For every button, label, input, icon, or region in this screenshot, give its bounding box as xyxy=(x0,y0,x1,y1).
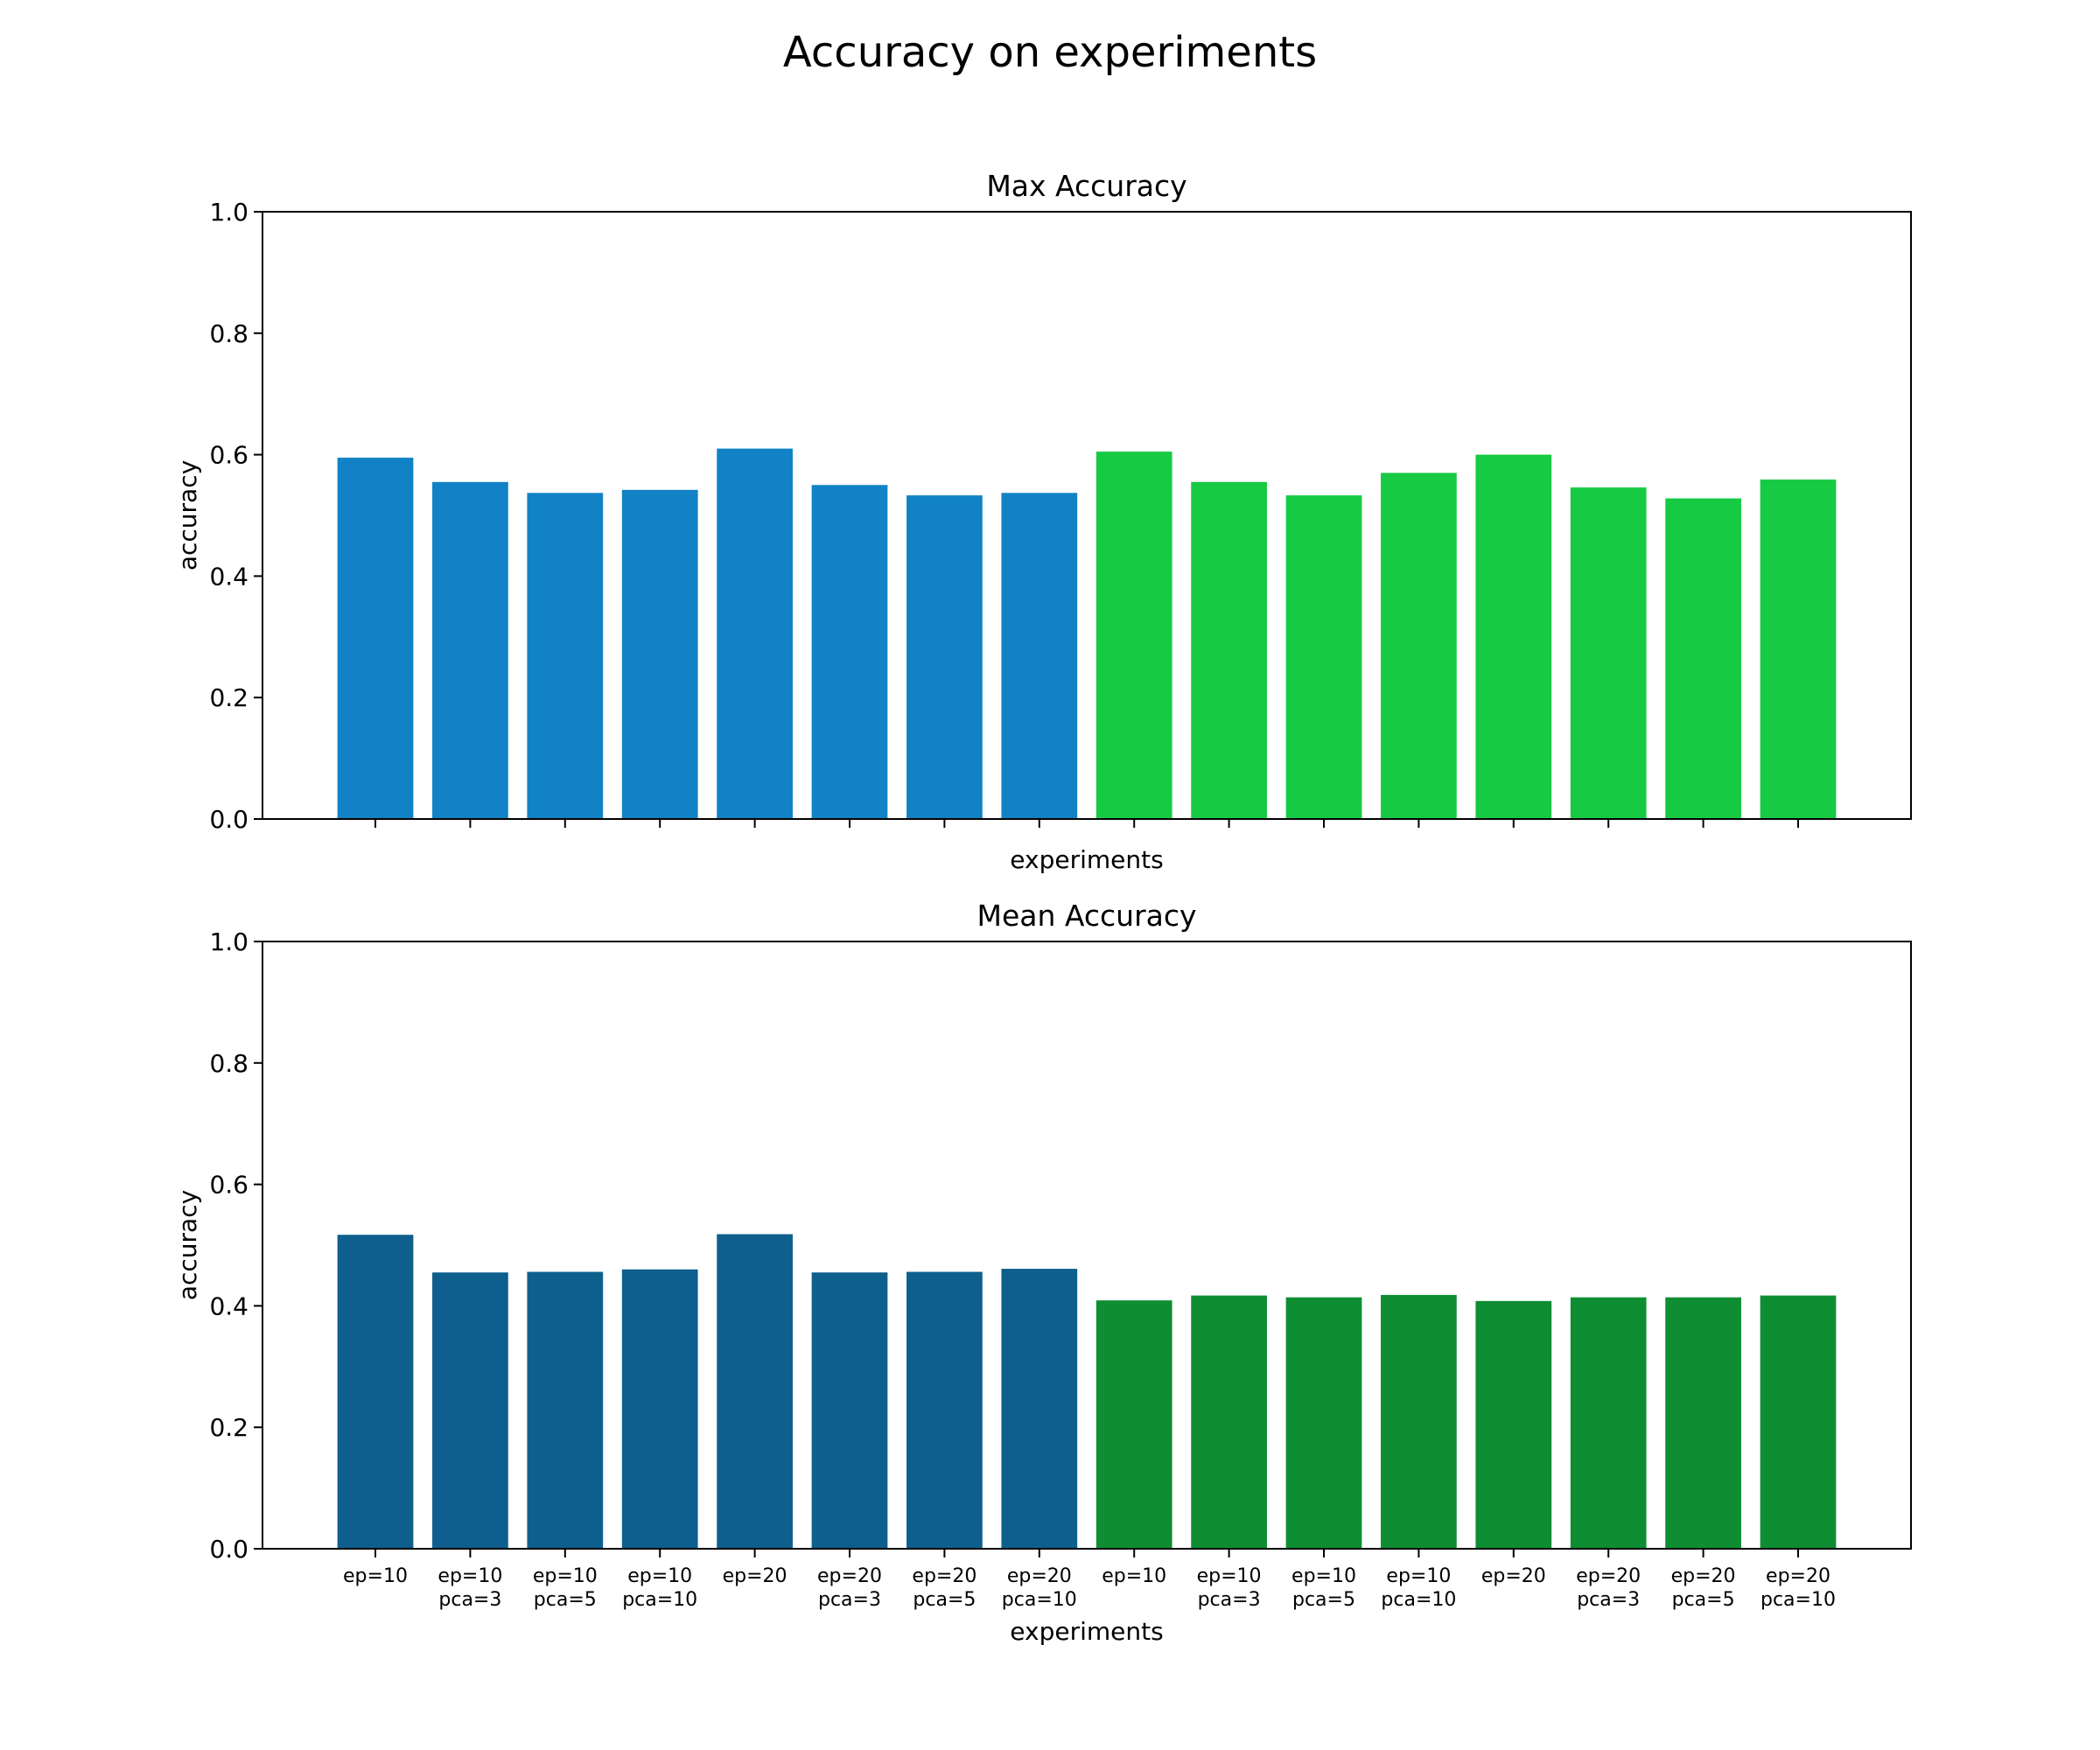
bar-mean-16 xyxy=(1760,1295,1837,1549)
bar-mean-10 xyxy=(1191,1295,1267,1549)
bar-mean-14 xyxy=(1570,1297,1647,1549)
ytick-label: 1.0 xyxy=(209,198,248,227)
xtick-label: ep=10 xyxy=(533,1565,598,1587)
xtick-label: ep=10 xyxy=(627,1565,692,1587)
axes-frame-max xyxy=(262,211,1912,820)
bar-max-4 xyxy=(621,489,698,819)
ytick-label: 0.2 xyxy=(209,683,248,712)
xtick-label: ep=10 xyxy=(343,1565,408,1587)
y-axis-label-max: accuracy xyxy=(173,460,202,570)
bar-mean-4 xyxy=(621,1269,698,1549)
xtick-label: ep=20 xyxy=(1007,1565,1072,1587)
xtick-label: pca=5 xyxy=(1292,1589,1355,1611)
ytick-label: 0.6 xyxy=(209,441,248,470)
xtick-label: pca=3 xyxy=(1198,1589,1261,1611)
subplot-title-max: Max Accuracy xyxy=(986,169,1186,203)
xtick-label: pca=10 xyxy=(622,1589,697,1611)
xtick-label: ep=10 xyxy=(1292,1565,1356,1587)
xtick-label: ep=20 xyxy=(1766,1565,1830,1587)
bar-mean-13 xyxy=(1475,1300,1552,1549)
bar-max-9 xyxy=(1096,452,1172,819)
bar-mean-12 xyxy=(1381,1294,1457,1549)
xtick-label: pca=3 xyxy=(818,1589,881,1611)
bar-max-8 xyxy=(1001,493,1078,819)
ytick-label: 0.8 xyxy=(209,319,248,348)
xtick-label: pca=10 xyxy=(1760,1589,1836,1611)
bar-mean-1 xyxy=(337,1235,414,1549)
bar-mean-2 xyxy=(432,1272,508,1549)
subplot-title-mean: Mean Accuracy xyxy=(976,899,1196,933)
figure-title: Accuracy on experiments xyxy=(783,28,1317,77)
subplot-mean: 0.00.20.40.60.81.0ep=10 ep=10pca=3ep=10pc… xyxy=(173,899,1912,1646)
xtick-label: pca=3 xyxy=(1577,1589,1640,1611)
bar-max-12 xyxy=(1381,472,1457,819)
xtick-label: pca=5 xyxy=(913,1589,976,1611)
bar-max-16 xyxy=(1760,480,1837,819)
bar-max-2 xyxy=(432,481,508,819)
bar-mean-8 xyxy=(1001,1269,1078,1549)
ytick-label: 0.8 xyxy=(209,1049,248,1078)
xtick-label: pca=10 xyxy=(1381,1589,1456,1611)
x-axis-label-mean: experiments xyxy=(1010,1617,1163,1646)
y-axis-label-mean: accuracy xyxy=(173,1190,202,1300)
ytick-label: 0.0 xyxy=(209,1535,248,1564)
ytick-label: 0.2 xyxy=(209,1413,248,1442)
xtick-label: ep=10 xyxy=(1386,1565,1451,1587)
bar-max-11 xyxy=(1285,495,1362,819)
xtick-label: ep=20 xyxy=(723,1565,788,1587)
bar-mean-15 xyxy=(1665,1297,1741,1549)
xtick-label: ep=20 xyxy=(1671,1565,1736,1587)
xtick-label: ep=10 xyxy=(438,1565,502,1587)
xtick-label: ep=10 xyxy=(1197,1565,1262,1587)
ytick-label: 0.0 xyxy=(209,805,248,834)
xtick-label: pca=5 xyxy=(1672,1589,1735,1611)
bar-max-5 xyxy=(717,448,793,819)
ytick-label: 0.4 xyxy=(209,1292,248,1320)
bar-mean-3 xyxy=(527,1271,604,1549)
bar-max-10 xyxy=(1191,481,1267,819)
bar-mean-5 xyxy=(717,1234,793,1549)
xtick-label: pca=3 xyxy=(438,1589,501,1611)
bar-max-14 xyxy=(1570,487,1647,819)
bar-max-15 xyxy=(1665,498,1741,819)
bar-max-6 xyxy=(811,485,888,819)
bar-max-1 xyxy=(337,458,414,819)
ytick-label: 0.4 xyxy=(209,562,248,591)
xtick-label: pca=10 xyxy=(1002,1589,1077,1611)
ytick-label: 0.6 xyxy=(209,1171,248,1200)
xtick-label: ep=10 xyxy=(1102,1565,1166,1587)
bar-max-13 xyxy=(1475,454,1552,819)
subplot-max: 0.0 0.2 0.4 0.6 0.8 1.0 Max Accuracy experiment… xyxy=(173,169,1912,874)
xtick-label: ep=20 xyxy=(1576,1565,1641,1587)
bar-mean-6 xyxy=(811,1272,888,1549)
xtick-label: ep=20 xyxy=(912,1565,976,1587)
bar-max-7 xyxy=(906,495,983,819)
x-axis-label-max: experiments xyxy=(1010,845,1163,874)
bar-mean-9 xyxy=(1096,1300,1172,1549)
ytick-label: 1.0 xyxy=(209,928,248,956)
axes-frame-mean xyxy=(262,941,1912,1550)
bar-max-3 xyxy=(527,493,604,819)
bar-mean-11 xyxy=(1285,1297,1362,1549)
axes-group: 0.0 0.2 0.4 0.6 0.8 1.0 Max Accuracy experiment… xyxy=(173,169,1912,1646)
xtick-label: ep=20 xyxy=(817,1565,882,1587)
bar-mean-7 xyxy=(906,1271,983,1549)
xtick-label: ep=20 xyxy=(1481,1565,1546,1587)
xtick-label: pca=5 xyxy=(534,1589,597,1611)
